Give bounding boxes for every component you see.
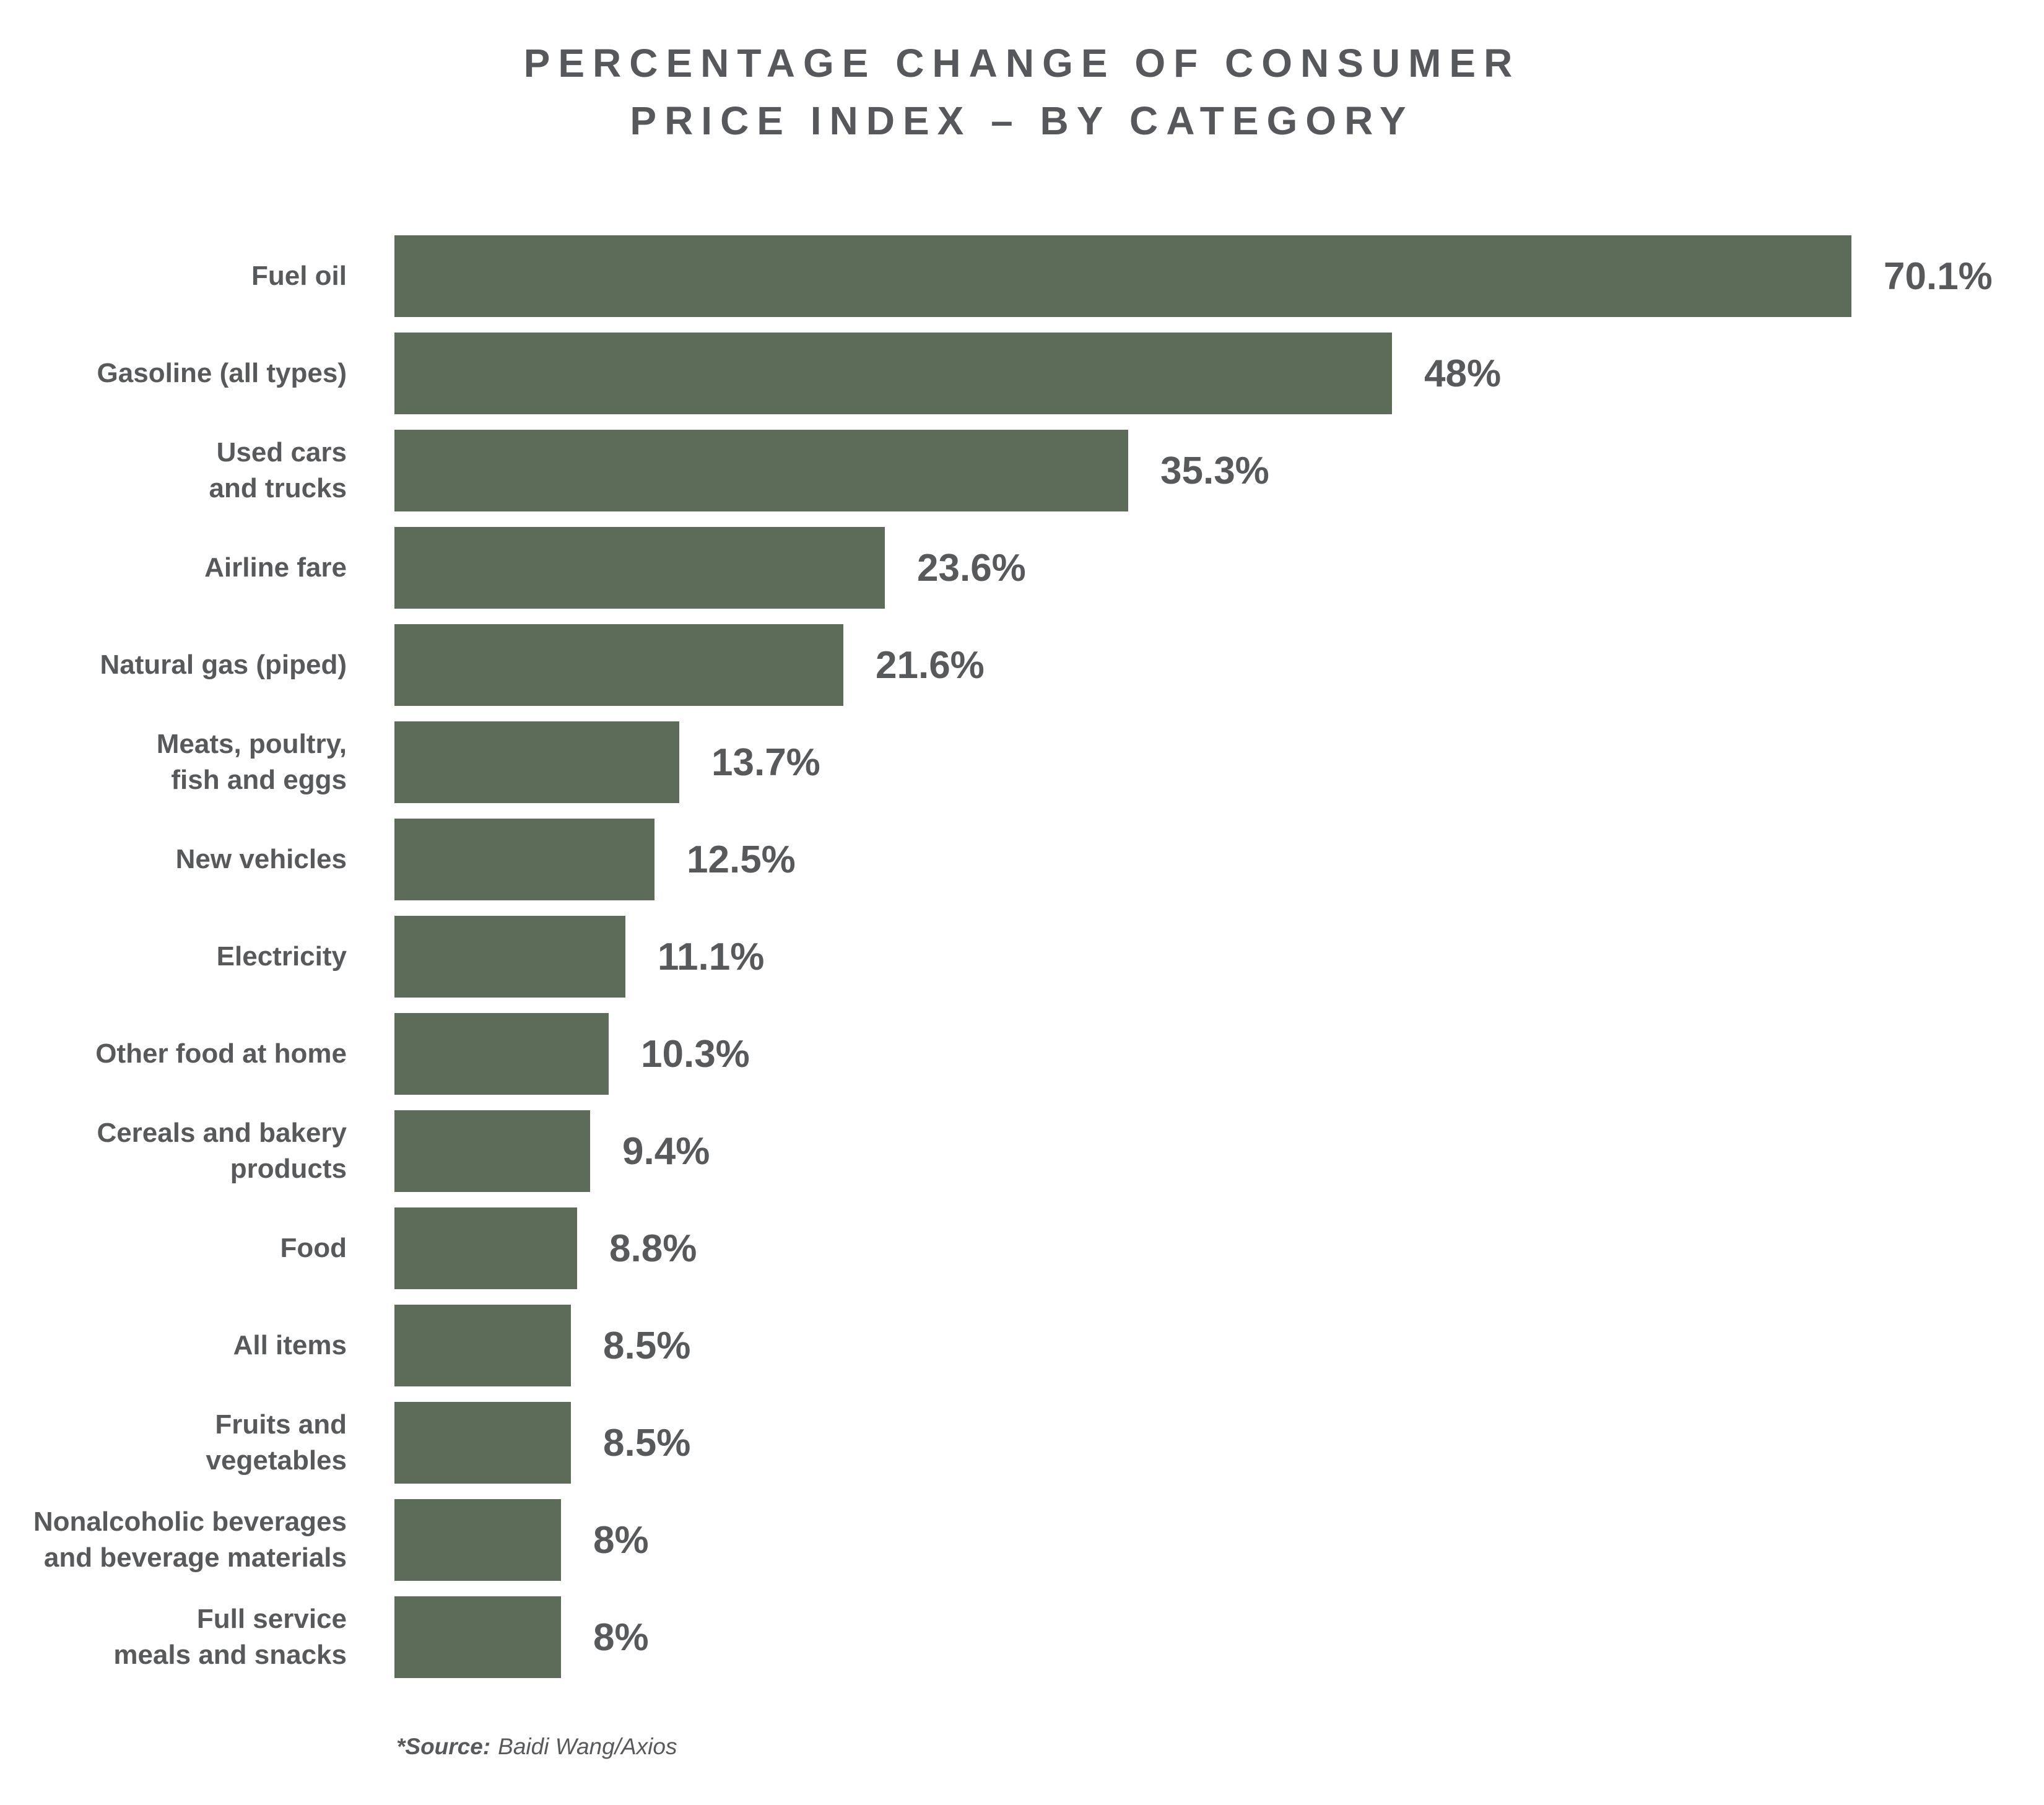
bar-row: Cereals and bakery products 9.4% <box>0 1110 2044 1192</box>
category-label: Gasoline (all types) <box>97 357 347 388</box>
bar-row: Fuel oil 70.1% <box>0 235 2044 317</box>
category-label: Other food at home <box>95 1038 347 1069</box>
bar-chart: Fuel oil 70.1% Gasoline (all types) 48% Used… <box>0 235 2044 1694</box>
value-label: 13.7% <box>711 741 820 784</box>
category-label: Full service meals and snacks <box>113 1603 347 1670</box>
source-label: *Source: <box>396 1734 491 1759</box>
category-label: Cereals and bakery products <box>97 1117 347 1184</box>
category-label: Nonalcoholic beverages and beverage mate… <box>33 1506 347 1573</box>
category-label: Electricity <box>216 941 347 972</box>
bar <box>394 624 843 706</box>
bar <box>394 1207 577 1289</box>
bar-row: All items 8.5% <box>0 1305 2044 1386</box>
value-label: 23.6% <box>917 546 1026 589</box>
bar-area: 21.6% <box>394 624 2044 706</box>
value-label: 8% <box>593 1518 649 1562</box>
value-label: 8% <box>593 1616 649 1659</box>
bar-row: Other food at home 10.3% <box>0 1013 2044 1095</box>
bar <box>394 527 885 609</box>
bar-area: 35.3% <box>394 430 2044 511</box>
category-label: Fuel oil <box>251 260 347 291</box>
value-label: 21.6% <box>876 643 985 687</box>
bar <box>394 916 625 998</box>
value-label: 12.5% <box>687 838 796 881</box>
bar-row: Food 8.8% <box>0 1207 2044 1289</box>
category-label: All items <box>233 1329 347 1360</box>
value-label: 10.3% <box>641 1032 750 1076</box>
bar-area: 13.7% <box>394 721 2044 803</box>
bar <box>394 430 1128 511</box>
bar-area: 8.8% <box>394 1207 2044 1289</box>
bar-row: Used cars and trucks 35.3% <box>0 430 2044 511</box>
bar-area: 23.6% <box>394 527 2044 609</box>
bar-row: Airline fare 23.6% <box>0 527 2044 609</box>
category-label: New vehicles <box>175 843 347 874</box>
chart-title-line1: PERCENTAGE CHANGE OF CONSUMER <box>523 41 1521 85</box>
chart-title-line2: PRICE INDEX – BY CATEGORY <box>630 98 1414 143</box>
bar-row: Meats, poultry, fish and eggs 13.7% <box>0 721 2044 803</box>
category-label: Fruits and vegetables <box>206 1409 347 1476</box>
bar <box>394 1013 609 1095</box>
bar-area: 48% <box>394 333 2044 414</box>
category-label: Natural gas (piped) <box>100 649 347 680</box>
bar-row: Fruits and vegetables 8.5% <box>0 1402 2044 1484</box>
bar-area: 8% <box>394 1499 2044 1581</box>
chart-title: PERCENTAGE CHANGE OF CONSUMER PRICE INDE… <box>0 0 2044 150</box>
bar-area: 8% <box>394 1596 2044 1678</box>
bar-row: Natural gas (piped) 21.6% <box>0 624 2044 706</box>
source-note: *Source: Baidi Wang/Axios <box>396 1734 677 1760</box>
bar <box>394 235 1851 317</box>
value-label: 8.5% <box>603 1324 691 1367</box>
value-label: 8.8% <box>609 1227 697 1270</box>
bar <box>394 1110 590 1192</box>
bar <box>394 1402 571 1484</box>
bar-row: Nonalcoholic beverages and beverage mate… <box>0 1499 2044 1581</box>
value-label: 8.5% <box>603 1421 691 1464</box>
bar-row: Gasoline (all types) 48% <box>0 333 2044 414</box>
category-label: Meats, poultry, fish and eggs <box>156 728 347 795</box>
bar-rows: Fuel oil 70.1% Gasoline (all types) 48% Used… <box>0 235 2044 1678</box>
bar <box>394 819 655 900</box>
bar-area: 12.5% <box>394 819 2044 900</box>
category-label: Used cars and trucks <box>209 437 347 503</box>
bar <box>394 721 679 803</box>
category-label: Airline fare <box>204 552 347 583</box>
bar <box>394 1305 571 1386</box>
bar-area: 8.5% <box>394 1305 2044 1386</box>
bar-area: 9.4% <box>394 1110 2044 1192</box>
category-label: Food <box>280 1232 347 1263</box>
bar-area: 70.1% <box>394 235 2044 317</box>
source-text: Baidi Wang/Axios <box>498 1734 677 1759</box>
bar <box>394 1596 561 1678</box>
bar-area: 10.3% <box>394 1013 2044 1095</box>
bar-area: 8.5% <box>394 1402 2044 1484</box>
bar-row: New vehicles 12.5% <box>0 819 2044 900</box>
value-label: 70.1% <box>1884 254 1993 298</box>
bar <box>394 1499 561 1581</box>
value-label: 35.3% <box>1160 449 1269 492</box>
bar <box>394 333 1392 414</box>
value-label: 11.1% <box>658 935 765 978</box>
bar-row: Full service meals and snacks 8% <box>0 1596 2044 1678</box>
value-label: 48% <box>1424 352 1502 395</box>
bar-row: Electricity 11.1% <box>0 916 2044 998</box>
value-label: 9.4% <box>622 1129 710 1173</box>
bar-area: 11.1% <box>394 916 2044 998</box>
